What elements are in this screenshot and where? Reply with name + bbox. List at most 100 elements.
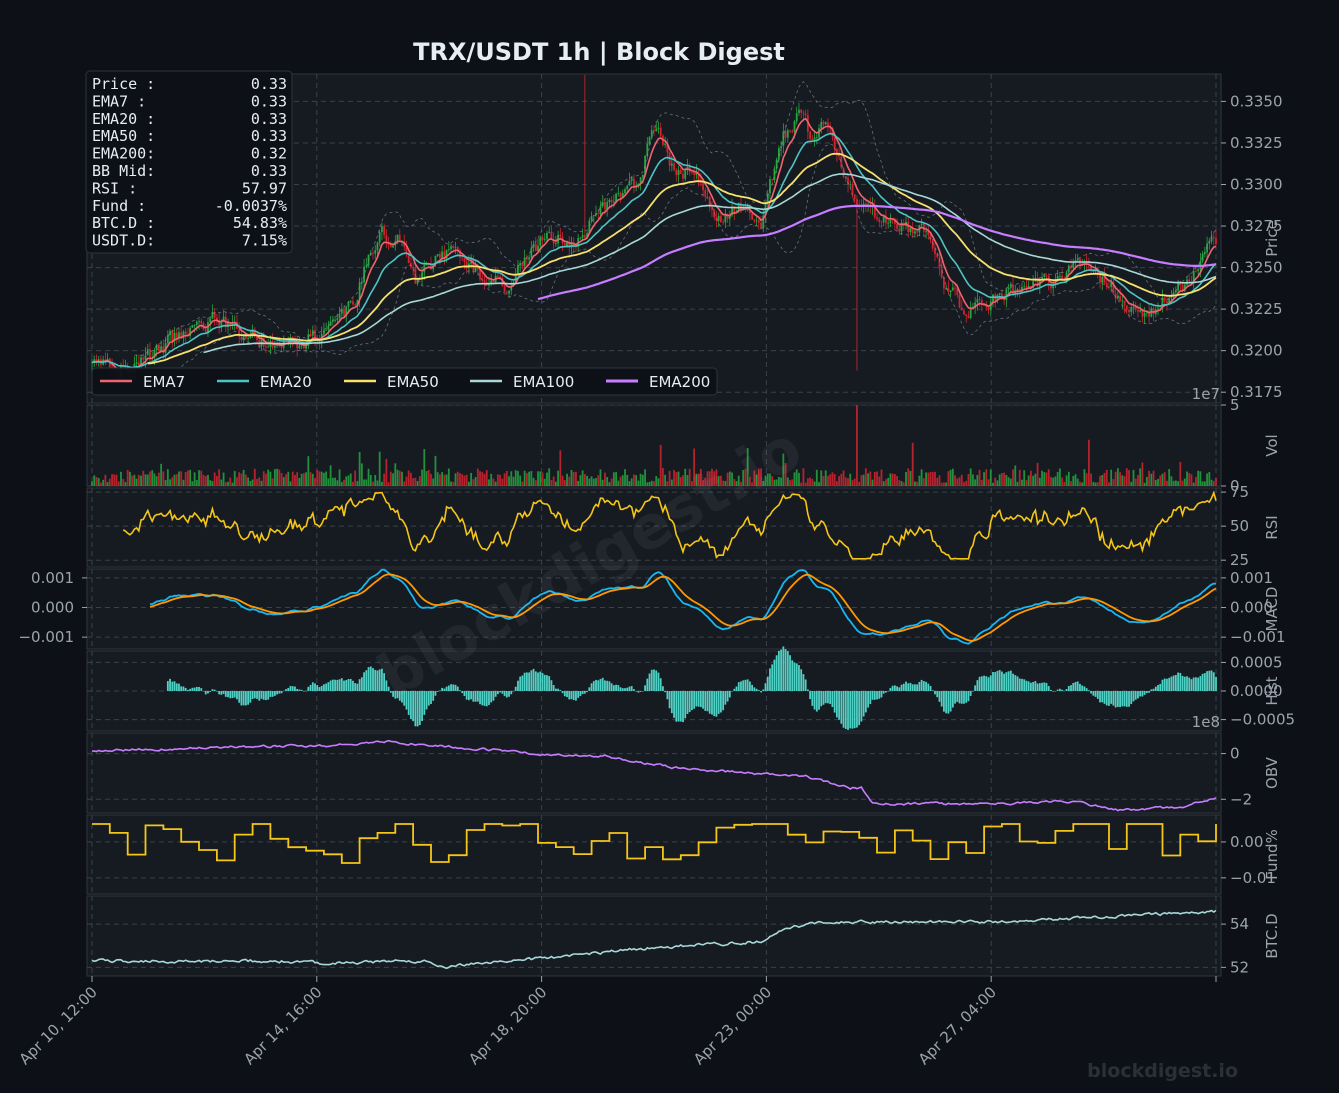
candle-body xyxy=(403,241,406,248)
hist-bar xyxy=(1103,691,1106,704)
candle-body xyxy=(695,172,698,175)
volume-bar xyxy=(731,472,733,486)
candle-body xyxy=(951,287,954,291)
hist-bar xyxy=(490,691,493,703)
volume-bar xyxy=(314,478,316,486)
hist-bar xyxy=(898,687,901,691)
candle-body xyxy=(641,174,644,178)
hist-bar xyxy=(244,691,247,706)
volume-bar xyxy=(1206,473,1208,486)
hist-bar xyxy=(726,691,729,702)
volume-bar xyxy=(708,471,711,486)
candle-body xyxy=(949,290,952,292)
volume-bar xyxy=(363,479,365,486)
hist-bar xyxy=(554,688,557,691)
volume-bar xyxy=(1050,476,1052,486)
volume-bar xyxy=(557,470,560,486)
candle-body xyxy=(204,329,207,332)
volume-bar xyxy=(392,473,394,486)
candle-body xyxy=(720,215,722,223)
hist-bar xyxy=(691,691,693,711)
hist-bar xyxy=(583,691,586,694)
panel-vol-frame xyxy=(86,404,1222,487)
volume-bar xyxy=(501,478,504,486)
candle-body xyxy=(1065,272,1068,281)
candle-body xyxy=(534,243,537,251)
volume-bar xyxy=(180,471,183,486)
hist-bar xyxy=(1099,691,1101,703)
hist-bar xyxy=(822,691,825,705)
volume-bar xyxy=(648,481,651,486)
volume-bar xyxy=(1154,480,1157,486)
volume-bar xyxy=(1081,482,1084,486)
info-label: EMA20 : xyxy=(92,110,155,128)
candle-body xyxy=(465,261,468,268)
volume-bar xyxy=(1181,480,1184,486)
hist-bar xyxy=(666,691,669,700)
volume-bar xyxy=(280,473,283,486)
volume-bar xyxy=(677,471,680,486)
volume-bar xyxy=(601,479,604,486)
volume-bar xyxy=(271,478,274,486)
candle-body xyxy=(164,342,167,353)
volume-bar xyxy=(534,480,537,486)
candle-body xyxy=(813,137,816,140)
info-value: 54.83% xyxy=(233,214,287,232)
hist-bar xyxy=(1083,686,1086,691)
candle-body xyxy=(1076,258,1079,261)
hist-bar xyxy=(641,691,644,692)
volume-bar xyxy=(673,469,675,486)
volume-bar xyxy=(195,479,198,486)
legend-label-ema100: EMA100 xyxy=(513,373,574,391)
volume-bar xyxy=(873,471,876,486)
volume-bar xyxy=(1186,471,1188,486)
hist-bar xyxy=(211,689,214,691)
hist-bar xyxy=(525,672,528,691)
hist-bar xyxy=(191,687,194,691)
candle-body xyxy=(474,268,477,272)
volume-bar xyxy=(1092,481,1095,486)
volume-bar xyxy=(1027,475,1030,486)
volume-bar xyxy=(474,477,477,486)
volume-bar xyxy=(773,479,776,486)
volume-bar xyxy=(198,470,200,486)
hist-bar xyxy=(434,691,437,696)
hist-bar xyxy=(501,691,504,694)
volume-bar xyxy=(691,481,693,486)
volume-bar xyxy=(100,482,102,486)
volume-bar xyxy=(1166,480,1168,486)
candle-body xyxy=(483,280,486,283)
volume-bar xyxy=(612,472,615,486)
candle-body xyxy=(146,349,149,356)
volume-bar xyxy=(548,468,551,486)
volume-bar xyxy=(800,482,803,486)
volume-bar xyxy=(1159,475,1162,486)
volume-bar xyxy=(1134,478,1137,486)
hist-bar xyxy=(1210,670,1213,691)
volume-bar xyxy=(1137,474,1139,486)
hist-bar xyxy=(1016,676,1019,691)
candle-body xyxy=(222,316,225,321)
candle-body xyxy=(755,220,758,222)
candle-body xyxy=(1105,282,1108,287)
volume-bar xyxy=(445,474,448,486)
volume-bar xyxy=(1007,477,1010,486)
candle-body xyxy=(135,362,138,364)
volume-bar xyxy=(481,472,484,486)
volume-bar xyxy=(784,462,787,486)
volume-bar xyxy=(113,474,116,486)
hist-bar xyxy=(679,691,682,722)
hist-bar xyxy=(298,689,301,691)
volume-bar xyxy=(1041,470,1043,486)
candle-body xyxy=(670,163,673,166)
candle-body xyxy=(456,247,459,251)
volume-bar xyxy=(720,475,722,486)
candle-body xyxy=(943,277,945,289)
candle-body xyxy=(789,130,791,132)
hist-bar xyxy=(318,687,321,691)
candle-body xyxy=(606,202,609,210)
hist-bar xyxy=(633,689,635,691)
volume-bar xyxy=(158,472,160,486)
hist-bar xyxy=(305,690,307,692)
hist-bar xyxy=(784,649,787,691)
